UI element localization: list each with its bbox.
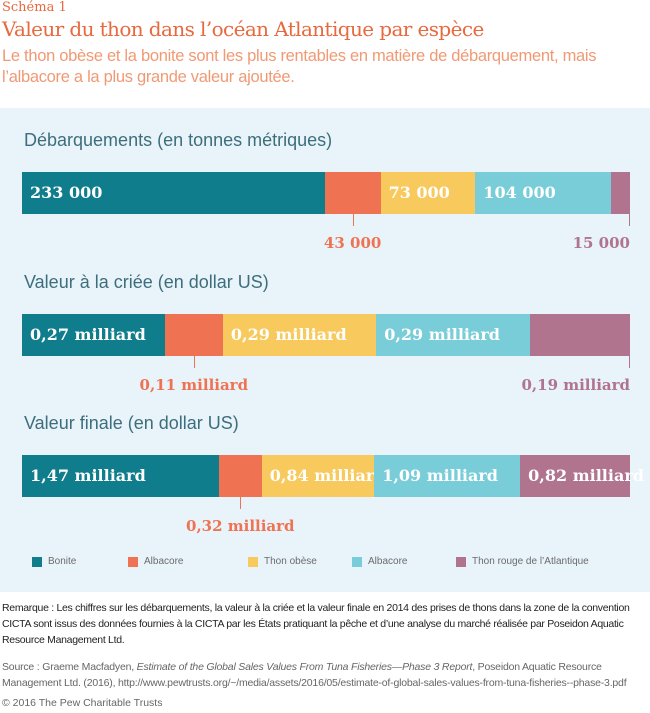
bar-segment: 1,47 milliard: [22, 455, 219, 497]
leader-line: [193, 356, 195, 368]
data-label: 0,29 milliard: [230, 325, 347, 344]
legend-item: Thon obèse: [248, 556, 352, 567]
leader-line: [240, 497, 242, 509]
data-label: 0,11 milliard: [139, 376, 249, 394]
source-title: Estimate of the Global Sales Values From…: [136, 661, 473, 673]
legend-swatch: [248, 556, 258, 567]
row-title: Débarquements (en tonnes métriques): [24, 130, 333, 150]
source-suffix: , Poseidon Aquatic Resource Management L…: [2, 661, 627, 689]
legend-label: Thon rouge de l’Atlantique: [472, 556, 589, 567]
data-label: 0,82 milliard: [528, 466, 644, 485]
legend-item: Albacore: [352, 556, 456, 567]
legend-swatch: [456, 556, 466, 567]
legend-label: Bonite: [48, 556, 77, 567]
data-label: 233 000: [30, 183, 103, 202]
legend-item: Thon rouge de l’Atlantique: [456, 556, 650, 567]
legend-item: Albacore: [128, 556, 248, 567]
bar-segment: [610, 172, 630, 214]
data-label: 104 000: [483, 183, 556, 202]
data-label: 15 000: [572, 234, 630, 252]
leader-line: [629, 214, 630, 226]
data-label: 0,19 milliard: [521, 376, 630, 394]
source-text: Source : Graeme Macfadyen, Estimate of t…: [2, 659, 648, 691]
bar-segment: 0,27 milliard: [22, 314, 165, 356]
data-label: 0,32 milliard: [186, 517, 295, 535]
stacked-bar: 233 000 73 000 104 000: [22, 172, 630, 214]
chart-kicker: Schéma 1: [2, 0, 67, 15]
data-label: 0,84 milliard: [269, 466, 386, 485]
row-title: Valeur finale (en dollar US): [24, 413, 239, 433]
legend: Bonite Albacore Thon obèse Albacore Thon rou…: [32, 556, 650, 567]
legend-swatch: [128, 556, 138, 567]
bar-segment: 1,09 milliard: [374, 455, 521, 497]
bar-segment: 0,82 milliard: [520, 455, 644, 497]
stacked-bar: 1,47 milliard 0,84 milliard 1,09 milliard 0…: [22, 455, 644, 497]
data-label: 1,47 milliard: [30, 466, 146, 485]
data-label: 73 000: [388, 183, 450, 202]
legend-label: Albacore: [368, 556, 408, 567]
legend-swatch: [352, 556, 362, 567]
copyright: © 2016 The Pew Charitable Trusts: [2, 697, 163, 709]
bar-segment: 0,84 milliard: [261, 455, 385, 497]
legend-swatch: [32, 556, 42, 567]
bar-segment: [164, 314, 223, 356]
bar-segment: 104 000: [475, 172, 611, 214]
stacked-bar: 0,27 milliard 0,29 milliard 0,29 milliard: [22, 314, 630, 356]
bar-segment: [529, 314, 630, 356]
bar-segment: [218, 455, 262, 497]
source-prefix: Source : Graeme Macfadyen,: [2, 661, 137, 673]
bar-segment: 0,29 milliard: [376, 314, 530, 356]
chart-title: Valeur du thon dans l’océan Atlantique p…: [2, 17, 484, 41]
legend-label: Albacore: [144, 556, 184, 567]
legend-label: Thon obèse: [264, 556, 317, 567]
bar-segment: 233 000: [22, 172, 325, 214]
data-label: 43 000: [323, 234, 382, 252]
data-label: 0,27 milliard: [30, 325, 146, 344]
leader-line: [352, 214, 354, 226]
data-label: 0,29 milliard: [384, 325, 500, 344]
row-title: Valeur à la criée (en dollar US): [24, 272, 269, 292]
chart-subtitle: Le thon obèse et la bonite sont les plus…: [2, 47, 597, 86]
data-label: 1,09 milliard: [382, 466, 498, 485]
note-text: Remarque : Les chiffres sur les débarque…: [2, 602, 630, 646]
bar-segment: [324, 172, 381, 214]
legend-item: Bonite: [32, 556, 128, 567]
leader-line: [629, 356, 630, 368]
bar-segment: 0,29 milliard: [222, 314, 377, 356]
bar-segment: 73 000: [380, 172, 476, 214]
